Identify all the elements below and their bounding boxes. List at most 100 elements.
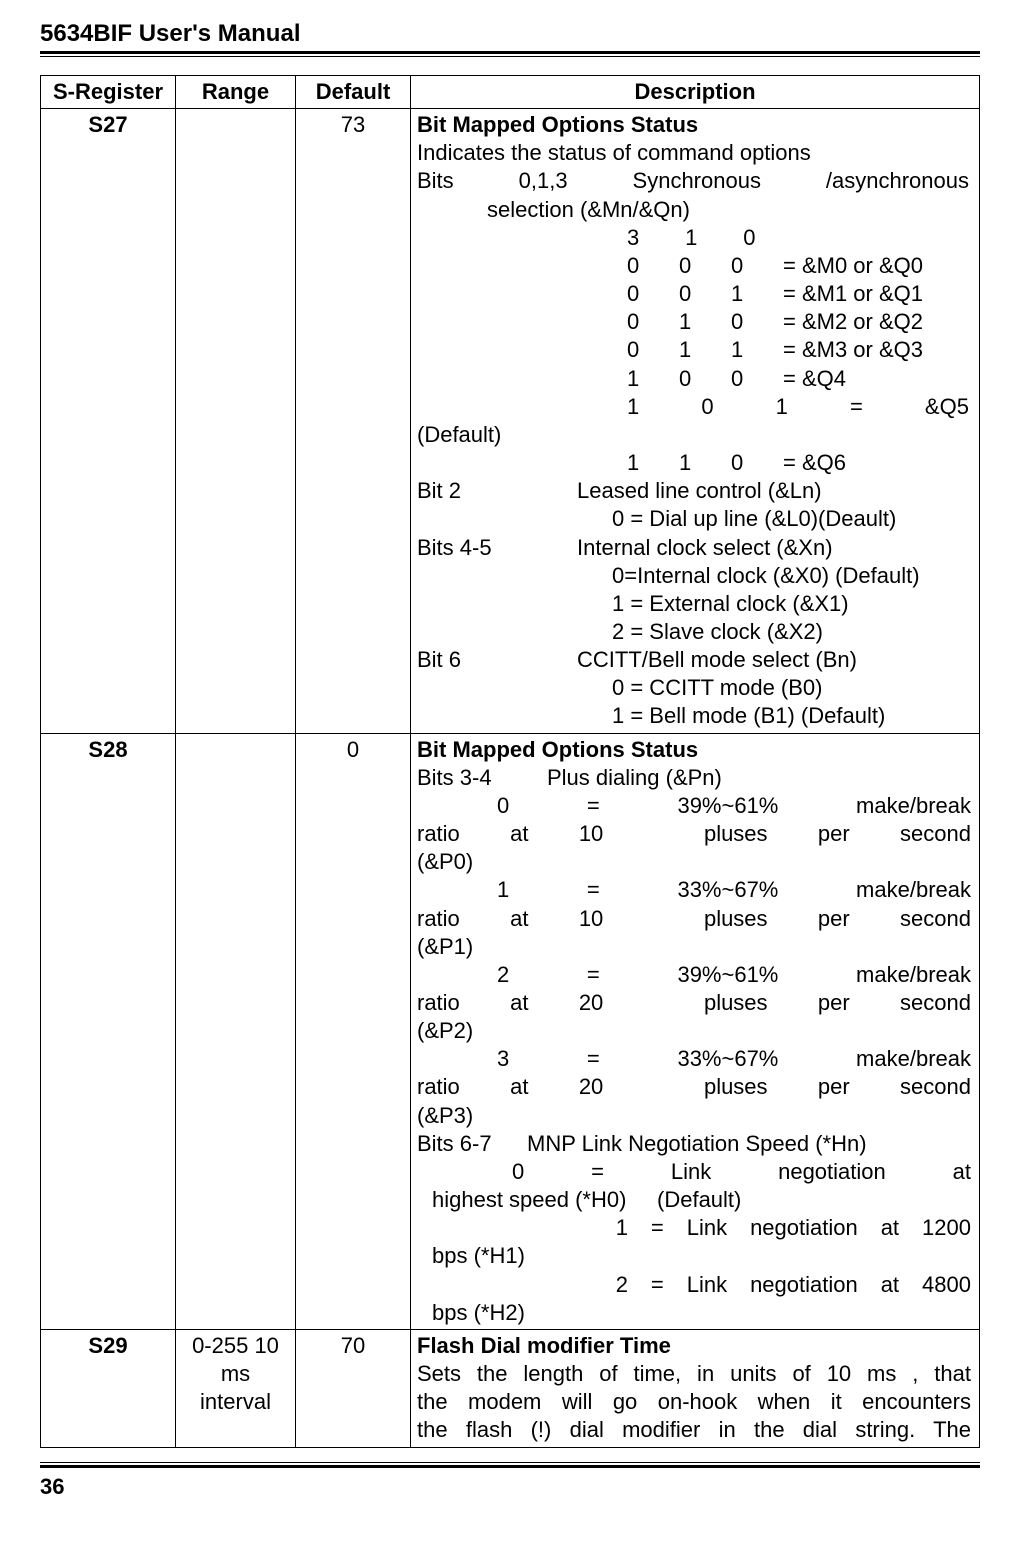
text: ratio at 20 pluses per second — [417, 989, 973, 1017]
t: at — [953, 1159, 971, 1184]
t: ratio — [417, 821, 460, 846]
text: Bits 4-5 — [417, 534, 577, 562]
t: pluses — [704, 906, 768, 931]
t: = — [587, 1046, 600, 1071]
text: bps (*H1) — [417, 1242, 973, 1270]
text: = — [850, 394, 863, 419]
text: &Q5 — [925, 394, 969, 419]
text: 0 — [627, 252, 679, 280]
text: 3 — [627, 224, 679, 252]
t: Link — [671, 1159, 711, 1184]
t: pluses — [704, 1074, 768, 1099]
text: 1 — [627, 394, 639, 419]
t: 1 — [616, 1215, 628, 1240]
text: the modem will go on-hook when it encoun… — [417, 1388, 973, 1416]
text: = &M0 or &Q0 — [783, 252, 923, 280]
text: /asynchronous — [826, 168, 969, 193]
s27-desc: Bit Mapped Options Status Indicates the … — [411, 109, 980, 733]
s28-title: Bit Mapped Options Status — [417, 737, 698, 762]
t: 39%~61% — [677, 962, 778, 987]
text: 0 = CCITT mode (B0) — [417, 674, 973, 702]
t: = — [587, 877, 600, 902]
text: 0 — [627, 336, 679, 364]
t: 33%~67% — [677, 1046, 778, 1071]
s29-title: Flash Dial modifier Time — [417, 1333, 671, 1358]
text: 1 — [731, 336, 783, 364]
s28-reg: S28 — [41, 733, 176, 1329]
t: = — [587, 962, 600, 987]
t: 1200 — [922, 1215, 971, 1240]
text: interval — [200, 1389, 271, 1414]
text: (&P3) — [417, 1102, 973, 1130]
text: 0 — [679, 252, 731, 280]
text: 0 = Dial up line (&L0)(Deault) — [417, 505, 973, 533]
table-header-row: S-Register Range Default Description — [41, 76, 980, 109]
t: per — [818, 1074, 850, 1099]
text: 010= &M2 or &Q2 — [417, 308, 973, 336]
footer: 36 — [40, 1462, 980, 1500]
text: 0 — [679, 280, 731, 308]
t: 20 — [579, 990, 603, 1015]
text: Bits 4-5Internal clock select (&Xn) — [417, 534, 973, 562]
t: make/break — [856, 962, 971, 987]
rule — [40, 1462, 980, 1463]
text: 1 = External clock (&X1) — [417, 590, 973, 618]
t: at — [881, 1215, 899, 1240]
text: 110= &Q6 — [417, 449, 973, 477]
t: = — [587, 793, 600, 818]
s28-desc: Bit Mapped Options Status Bits 3-4Plus d… — [411, 733, 980, 1329]
text: 3 1 0 — [417, 224, 973, 252]
t: make/break — [856, 793, 971, 818]
text: 1 = 33%~67% make/break — [417, 876, 973, 904]
t: per — [818, 990, 850, 1015]
text: 001= &M1 or &Q1 — [417, 280, 973, 308]
text: 1 — [679, 449, 731, 477]
rule — [40, 1465, 980, 1468]
text: Leased line control (&Ln) — [577, 478, 822, 503]
manual-title: 5634BIF User's Manual — [40, 20, 980, 48]
text: ms — [221, 1361, 250, 1386]
t: 2 — [497, 962, 509, 987]
table-row: S29 0-255 10 ms interval 70 Flash Dial m… — [41, 1329, 980, 1447]
text: 1 — [679, 308, 731, 336]
t: second — [900, 906, 971, 931]
t: = — [651, 1272, 664, 1297]
text: 1 0 1 = &Q5 — [417, 393, 973, 421]
t: 39%~61% — [677, 793, 778, 818]
rule — [40, 51, 980, 54]
text: 1 — [679, 336, 731, 364]
s27-title: Bit Mapped Options Status — [417, 112, 698, 137]
text: 0-255 10 — [192, 1333, 279, 1358]
text: Internal clock select (&Xn) — [577, 535, 833, 560]
text: (&P0) — [417, 848, 973, 876]
text: 0 — [731, 252, 783, 280]
s-register-table: S-Register Range Default Description S27… — [40, 75, 980, 1448]
text: 0 — [731, 365, 783, 393]
t: ratio — [417, 906, 460, 931]
text: ratio at 10 pluses per second — [417, 905, 973, 933]
t: negotiation — [778, 1159, 886, 1184]
t: Link — [687, 1215, 727, 1240]
t: pluses — [704, 990, 768, 1015]
t: Link — [687, 1272, 727, 1297]
text: 1 — [776, 394, 788, 419]
t: pluses — [704, 821, 768, 846]
t: ratio — [417, 990, 460, 1015]
text: bps (*H2) — [417, 1299, 973, 1327]
s29-default: 70 — [296, 1329, 411, 1447]
text: 000= &M0 or &Q0 — [417, 252, 973, 280]
text: Bits 6-7MNP Link Negotiation Speed (*Hn) — [417, 1130, 973, 1158]
table-row: S28 0 Bit Mapped Options Status Bits 3-4… — [41, 733, 980, 1329]
text: (&P2) — [417, 1017, 973, 1045]
text: selection (&Mn/&Qn) — [417, 196, 973, 224]
text: (&P1) — [417, 933, 973, 961]
text: 1 — [731, 280, 783, 308]
text: 2 = 39%~61% make/break — [417, 961, 973, 989]
page-number: 36 — [40, 1474, 980, 1500]
text: 2 = Slave clock (&X2) — [417, 618, 973, 646]
col-default: Default — [296, 76, 411, 109]
table-row: S27 73 Bit Mapped Options Status Indicat… — [41, 109, 980, 733]
text: 0 — [627, 280, 679, 308]
col-sregister: S-Register — [41, 76, 176, 109]
text: 1 — [685, 224, 737, 252]
